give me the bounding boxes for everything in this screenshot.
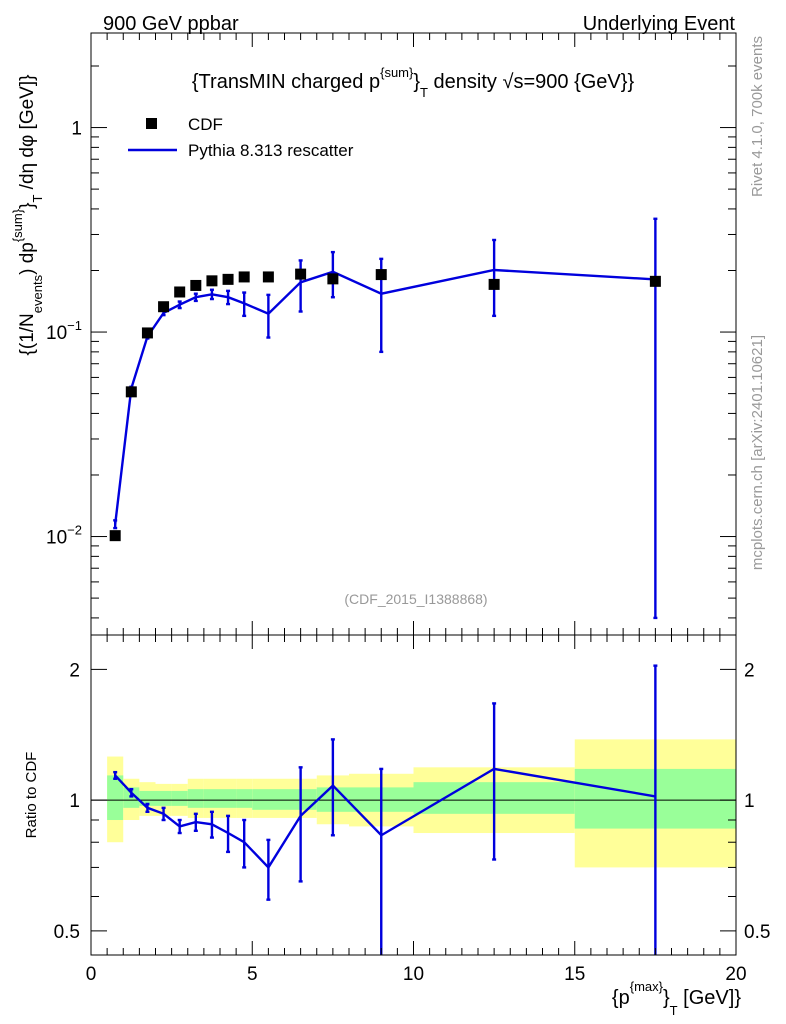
cdf-marker (295, 268, 307, 280)
watermark: (CDF_2015_I1388868) (344, 591, 487, 607)
ratio-band-stat (139, 790, 156, 806)
ratio-y-tick-label: 1 (69, 791, 80, 812)
cdf-marker (327, 273, 339, 285)
cdf-marker (222, 273, 234, 285)
mcplots-label: mcplots.cern.ch [arXiv:2401.10621] (749, 335, 766, 570)
cdf-marker (206, 275, 218, 287)
ratio-band-stat (252, 789, 285, 810)
ratio-band-stat (236, 789, 253, 808)
legend-label-cdf: CDF (188, 115, 223, 134)
cdf-marker (109, 530, 121, 542)
header-left: 900 GeV ppbar (103, 13, 239, 35)
ratio-ylabel: Ratio to CDF (23, 752, 40, 839)
ratio-x-tick-label: 5 (247, 964, 258, 985)
cdf-marker (125, 386, 137, 398)
ratio-band-stat (123, 787, 140, 808)
cdf-marker (375, 269, 387, 281)
ratio-y-tick-label: 0.5 (54, 922, 80, 943)
main-y-tick-label: 1 (71, 119, 82, 140)
main-y-tick-label: 10−2 (46, 523, 82, 549)
ratio-band-stat (155, 790, 172, 806)
cdf-marker (488, 278, 500, 290)
cdf-marker (190, 279, 202, 291)
main-marks (109, 217, 661, 620)
cdf-marker (141, 327, 153, 339)
main-title: {TransMIN charged p{sum}}T density √s=90… (192, 65, 635, 100)
main-ticks: 10−2 10−1 1 (46, 33, 737, 635)
ratio-band-stat (171, 790, 188, 806)
legend-label-pythia: Pythia 8.313 rescatter (188, 141, 354, 160)
legend-marker-cdf (146, 118, 157, 129)
cdf-marker (649, 275, 661, 287)
cdf-marker (174, 286, 186, 298)
ratio-y-tick-label-right: 1 (744, 791, 755, 812)
ratio-y-tick-label-right: 0.5 (744, 922, 770, 943)
ratio-x-tick-label: 0 (86, 964, 97, 985)
main-y-tick-label: 10−1 (46, 318, 82, 344)
ratio-band-stat (107, 775, 124, 821)
rivet-label: Rivet 4.1.0, 700k events (749, 36, 766, 197)
ratio-xlabel: {p{max}}T [GeV]} (612, 979, 741, 1018)
cdf-marker (238, 271, 250, 283)
ratio-ticks: 0 5 10 15 20 0.5 0.5 1 1 2 2 (54, 635, 770, 985)
cdf-marker (262, 271, 274, 283)
ratio-band-stat (220, 789, 237, 808)
ratio-x-tick-label: 20 (725, 964, 746, 985)
ratio-band-stat (203, 789, 220, 808)
ratio-panel: 0 5 10 15 20 0.5 0.5 1 1 2 2 Ratio to CDF {p{max}}… (23, 634, 770, 1018)
cdf-marker (158, 301, 170, 313)
ratio-marks (91, 664, 736, 955)
header-right: Underlying Event (583, 13, 736, 35)
ratio-y-tick-label: 2 (69, 660, 80, 681)
main-ylabel: {(1/Nevents) dp{sum}}T /dη dφ [GeV]} (10, 75, 45, 356)
ratio-band-stat (187, 789, 204, 808)
main-panel: 10−2 10−1 1 {TransMIN charged p{sum}}T den… (10, 32, 737, 636)
ratio-x-tick-label: 10 (403, 964, 424, 985)
ratio-y-tick-label-right: 2 (744, 660, 755, 681)
ratio-x-tick-label: 15 (564, 964, 585, 985)
